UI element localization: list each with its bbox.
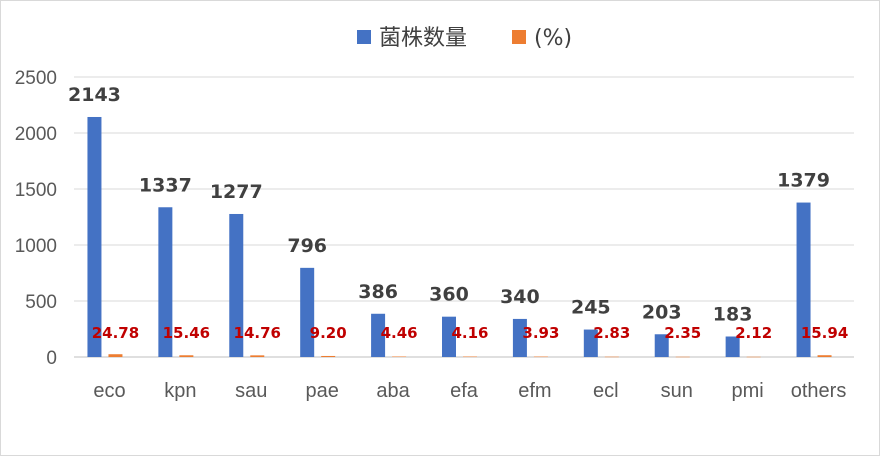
- x-category-label: eco: [93, 380, 125, 402]
- bar-percent-kpn: [179, 355, 194, 357]
- value-label-percent: 24.78: [92, 324, 139, 342]
- value-label-percent: 4.46: [381, 324, 418, 342]
- data-labels: 2143 24.78 1337 15.46 1277 14.76 796 9.20 386 4.4…: [68, 84, 848, 342]
- value-label-percent: 15.46: [163, 324, 210, 342]
- y-tick-label: 2500: [15, 68, 57, 89]
- value-label-percent: 3.93: [522, 324, 559, 342]
- value-label-percent: 9.20: [310, 324, 347, 342]
- value-label-count: 340: [500, 286, 540, 308]
- value-label-count: 2143: [68, 84, 121, 106]
- bar-count-eco: [87, 116, 102, 357]
- bar-count-kpn: [158, 207, 173, 357]
- value-label-count: 360: [429, 284, 469, 306]
- x-category-label: pmi: [732, 380, 764, 402]
- bar-count-sun: [654, 334, 669, 357]
- y-tick-label: 1000: [15, 236, 57, 257]
- x-category-label: sau: [235, 380, 267, 402]
- value-label-count: 1277: [210, 181, 263, 203]
- bar-count-aba: [371, 313, 386, 357]
- value-label-count: 183: [713, 304, 753, 326]
- value-label-count: 1337: [139, 174, 192, 196]
- y-tick-label: 1500: [15, 180, 57, 201]
- legend-label-percent: (%): [534, 26, 572, 51]
- bar-percent-efm: [533, 356, 548, 358]
- value-label-count: 245: [571, 297, 611, 319]
- x-category-label: pae: [305, 380, 338, 402]
- x-category-label: aba: [376, 380, 410, 402]
- x-category-label: efa: [450, 380, 479, 402]
- legend-swatch-count: [357, 30, 371, 44]
- bars: [87, 116, 832, 358]
- value-label-count: 203: [642, 301, 682, 323]
- bar-percent-others: [817, 355, 832, 357]
- x-category-label: others: [791, 380, 847, 402]
- bar-percent-aba: [392, 356, 407, 358]
- bar-percent-sun: [675, 356, 690, 358]
- value-label-percent: 4.16: [451, 324, 488, 342]
- bar-percent-ecl: [604, 356, 619, 358]
- y-tick-label: 0: [46, 348, 57, 369]
- bar-percent-sau: [250, 355, 265, 357]
- value-label-percent: 2.35: [664, 324, 701, 342]
- bar-percent-efa: [463, 356, 477, 358]
- legend: 菌株数量 (%): [357, 26, 572, 51]
- value-label-percent: 14.76: [234, 324, 281, 342]
- bar-percent-pae: [321, 355, 336, 357]
- value-label-percent: 2.12: [735, 324, 772, 342]
- legend-swatch-percent: [512, 30, 526, 44]
- y-axis-ticks: 0 500 1000 1500 2000 2500: [15, 68, 57, 369]
- x-axis-categories: eco kpn sau pae aba efa efm ecl sun pmi others: [93, 380, 846, 402]
- x-category-label: kpn: [164, 380, 196, 402]
- x-category-label: ecl: [593, 380, 619, 402]
- y-tick-label: 2000: [15, 124, 57, 145]
- bar-count-sau: [229, 213, 244, 357]
- bar-count-others: [796, 202, 811, 357]
- bar-count-pmi: [725, 336, 740, 357]
- x-category-label: sun: [661, 380, 693, 402]
- bar-count-efm: [512, 318, 527, 357]
- value-label-percent: 2.83: [593, 324, 630, 342]
- value-label-count: 796: [287, 235, 327, 257]
- bar-count-pae: [300, 267, 315, 357]
- bar-count-ecl: [583, 329, 598, 357]
- y-tick-label: 500: [25, 292, 57, 313]
- gridlines: [74, 76, 854, 358]
- legend-label-count: 菌株数量: [379, 26, 467, 51]
- x-category-label: efm: [518, 380, 551, 402]
- bar-percent-eco: [108, 354, 123, 357]
- bar-count-efa: [442, 316, 456, 357]
- value-label-count: 1379: [777, 170, 830, 192]
- value-label-percent: 15.94: [801, 324, 848, 342]
- bar-percent-pmi: [746, 356, 761, 358]
- value-label-count: 386: [358, 281, 398, 303]
